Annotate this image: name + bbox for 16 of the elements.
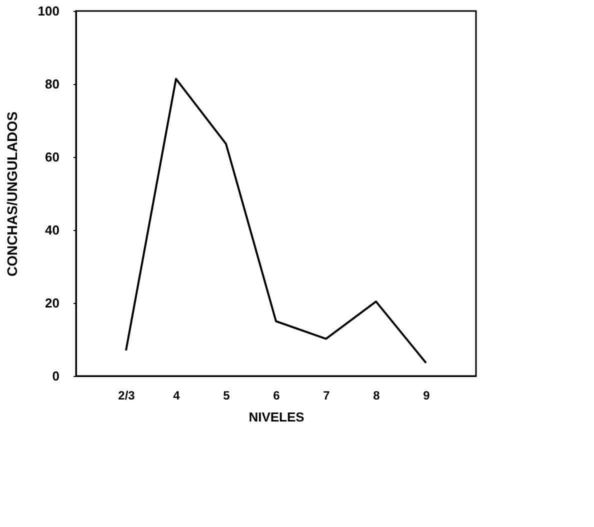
x-tick-label: 2/3 bbox=[118, 388, 136, 402]
x-tick-label: 8 bbox=[373, 388, 380, 402]
x-tick-label: 4 bbox=[173, 388, 180, 402]
y-axis-title: CONCHAS/UNGULADOS bbox=[4, 112, 20, 276]
y-tick-label: 80 bbox=[45, 76, 60, 92]
y-tick-label: 40 bbox=[45, 222, 60, 238]
x-tick-label: 6 bbox=[273, 388, 280, 402]
x-tick-label: 9 bbox=[423, 388, 430, 402]
y-tick-label: 60 bbox=[45, 150, 60, 164]
x-tick-label: 5 bbox=[223, 388, 230, 402]
y-tick-label: 20 bbox=[45, 296, 60, 310]
y-tick-label: 0 bbox=[52, 368, 60, 384]
x-axis-title: NIVELES bbox=[248, 410, 305, 424]
line-series bbox=[125, 78, 427, 364]
x-tick-label: 7 bbox=[323, 388, 330, 402]
y-tick-label: 100 bbox=[38, 4, 60, 18]
